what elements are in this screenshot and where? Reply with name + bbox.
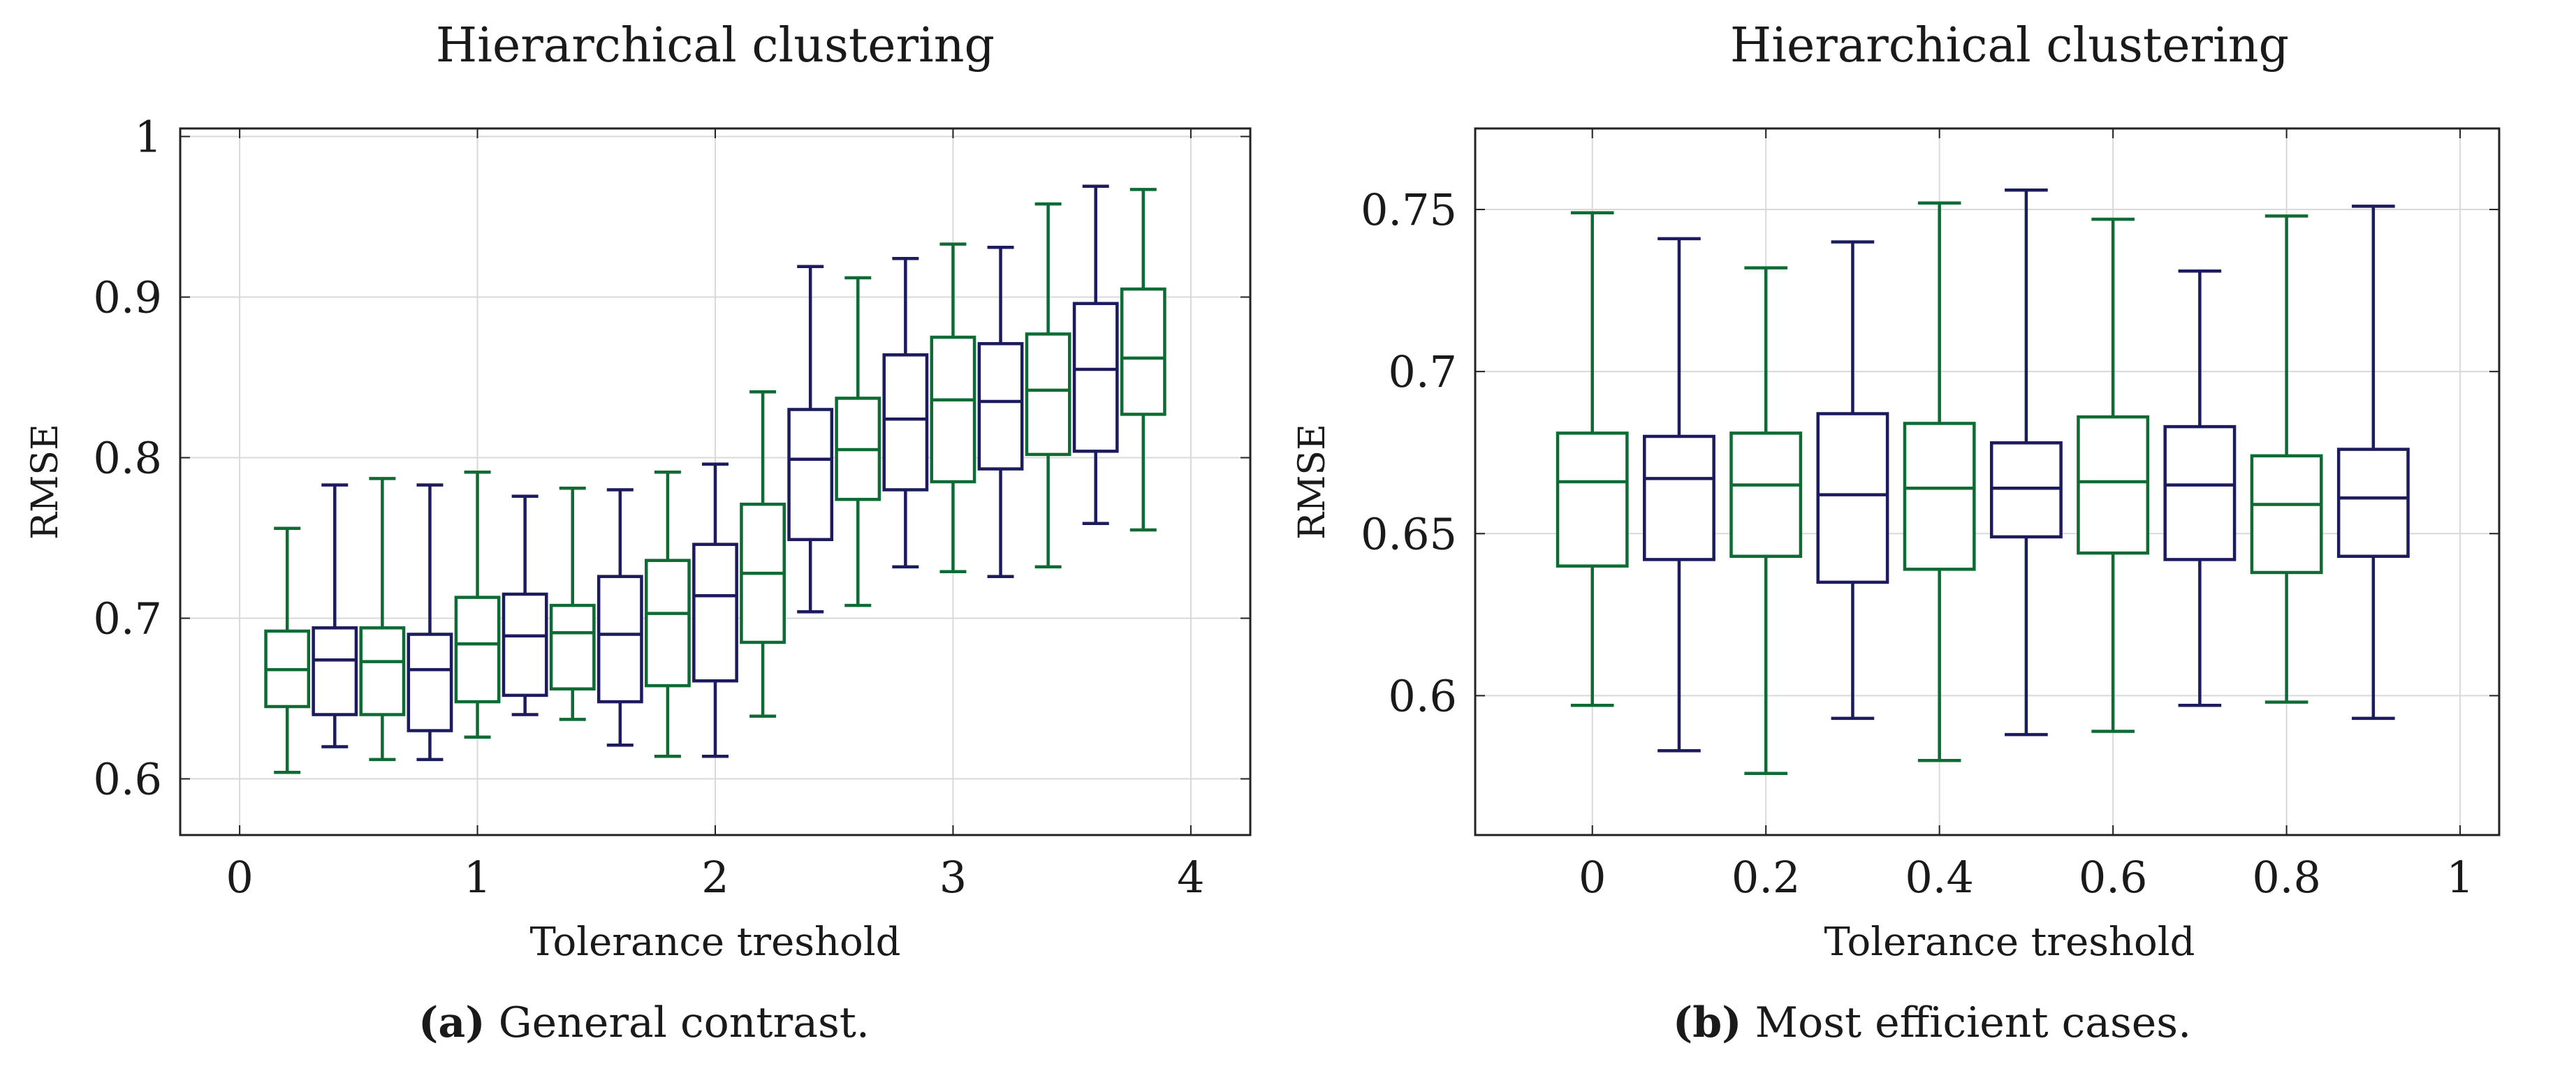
box-plot (1729, 266, 1803, 776)
box-plot (1025, 202, 1071, 569)
box-iqr (787, 408, 834, 542)
box-plot (407, 483, 453, 762)
box-plot (2250, 214, 2323, 704)
box-plot (977, 245, 1024, 578)
y-tick-label: 0.6 (1388, 670, 1457, 721)
chart-a-xlabel: Tolerance treshold (530, 920, 901, 965)
chart-b-ylabel: RMSE (1291, 424, 1333, 540)
box-plot (882, 257, 929, 569)
caption-a-label: (a) (418, 998, 485, 1047)
box-iqr (2250, 454, 2323, 575)
chart-a-boxes (264, 184, 1166, 774)
caption-b-text: Most efficient cases. (1755, 998, 2192, 1047)
x-tick-label: 4 (1177, 852, 1204, 903)
caption-a-text: General contrast. (498, 998, 870, 1047)
box-plot (597, 488, 643, 747)
box-iqr (977, 341, 1024, 471)
y-tick-label: 0.65 (1361, 508, 1457, 559)
box-plot (1556, 211, 1629, 707)
box-plot (835, 276, 881, 607)
box-plot (1816, 240, 1889, 721)
box-plot (787, 265, 834, 614)
y-tick-label: 0.75 (1361, 184, 1457, 235)
chart-a-title: Hierarchical clustering (436, 18, 995, 73)
box-iqr (1816, 412, 1889, 584)
x-tick-label: 0.6 (2079, 852, 2148, 903)
box-iqr (502, 592, 548, 697)
box-iqr (2163, 424, 2237, 561)
chart-a-grid (180, 128, 1250, 835)
box-iqr (359, 626, 406, 716)
box-plot (312, 483, 358, 748)
box-iqr (1556, 431, 1629, 568)
chart-a-ticks: 0 1 2 3 4 0.6 0.7 0.8 0.9 1 (93, 112, 1250, 903)
box-plot (1903, 201, 1976, 762)
x-tick-label: 0.4 (1905, 852, 1974, 903)
y-tick-label: 0.7 (1388, 346, 1457, 397)
box-iqr (597, 575, 643, 704)
chart-b-xlabel: Tolerance treshold (1824, 920, 2195, 965)
box-iqr (930, 335, 976, 484)
chart-b-ticks: 0 0.2 0.4 0.6 0.8 1 0.6 0.65 0.7 0.75 (1361, 128, 2499, 903)
chart-panel-b: Hierarchical clustering 0 0.2 0.4 0.6 0.8 1 0.… (1291, 18, 2501, 965)
y-tick-label: 0.6 (93, 754, 162, 805)
y-tick-label: 0.8 (93, 433, 162, 484)
box-iqr (1989, 441, 2063, 539)
box-iqr (692, 542, 738, 683)
caption-a: (a) General contrast. (0, 998, 1288, 1047)
box-iqr (1903, 422, 1976, 571)
chart-panel-a: Hierarchical clustering 0 1 2 3 4 0.6 0.7 0.8 0.… (24, 18, 1252, 965)
y-tick-label: 0.9 (93, 272, 162, 323)
x-tick-label: 0 (226, 852, 253, 903)
box-plot (502, 494, 548, 716)
box-iqr (1025, 332, 1071, 457)
box-iqr (1072, 302, 1119, 453)
box-plot (2336, 205, 2410, 721)
box-iqr (312, 626, 358, 716)
box-plot (359, 477, 406, 762)
chart-a-ylabel: RMSE (24, 424, 66, 540)
box-plot (2077, 217, 2150, 733)
box-iqr (407, 633, 453, 732)
box-iqr (549, 603, 596, 691)
box-iqr (645, 559, 691, 688)
chart-b-boxes (1556, 188, 2410, 776)
box-iqr (454, 596, 501, 704)
y-tick-label: 0.7 (93, 593, 162, 644)
box-plot (1120, 188, 1166, 532)
box-plot (1072, 184, 1119, 526)
box-iqr (2336, 448, 2410, 559)
box-iqr (2077, 415, 2150, 555)
caption-b: (b) Most efficient cases. (1288, 998, 2576, 1047)
box-plot (692, 462, 738, 758)
box-plot (1643, 237, 1715, 753)
x-tick-label: 0 (1579, 852, 1606, 903)
box-iqr (1643, 434, 1715, 561)
box-plot (549, 486, 596, 721)
box-iqr (1729, 431, 1803, 559)
chart-b-title: Hierarchical clustering (1730, 18, 2289, 73)
box-plot (454, 470, 501, 739)
box-plot (740, 390, 786, 718)
box-plot (645, 470, 691, 758)
x-tick-label: 3 (939, 852, 967, 903)
x-tick-label: 1 (464, 852, 491, 903)
y-tick-label: 1 (135, 112, 162, 163)
x-tick-label: 0.2 (1732, 852, 1801, 903)
x-tick-label: 2 (701, 852, 729, 903)
box-plot (1989, 188, 2063, 737)
box-plot (2163, 270, 2237, 707)
x-tick-label: 0.8 (2252, 852, 2321, 903)
box-iqr (1120, 287, 1166, 416)
x-tick-label: 1 (2446, 852, 2473, 903)
box-plot (930, 242, 976, 574)
caption-b-label: (b) (1672, 998, 1742, 1047)
box-plot (264, 526, 311, 774)
chart-b-frame (1474, 127, 2501, 836)
box-iqr (882, 353, 929, 492)
